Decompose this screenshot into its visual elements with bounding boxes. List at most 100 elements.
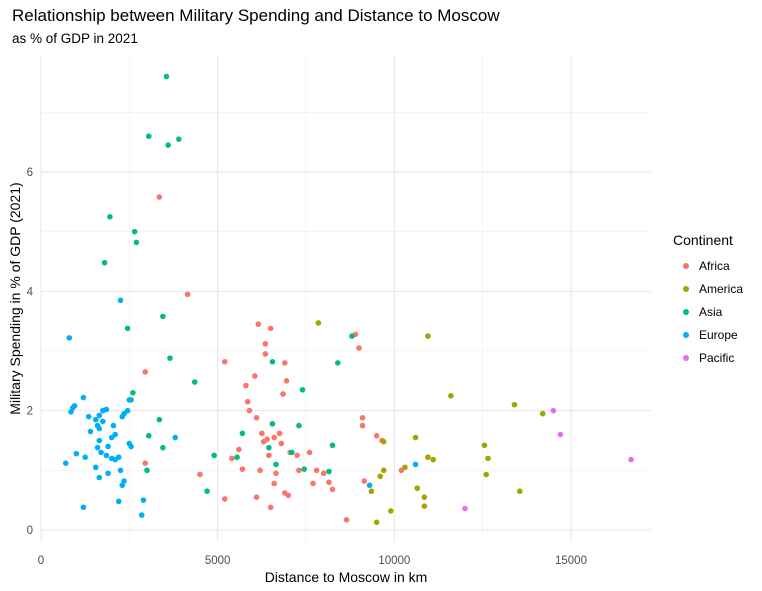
x-tick-label: 10000 (378, 555, 410, 567)
data-point-europe (92, 464, 99, 471)
data-point-asia (349, 333, 355, 339)
data-point-africa (244, 398, 251, 405)
data-point-europe (412, 461, 419, 468)
data-point-africa (273, 470, 279, 477)
data-point-europe (112, 431, 118, 438)
legend-key-asia (683, 308, 689, 315)
data-point-asia (130, 389, 136, 396)
data-point-europe (96, 437, 103, 444)
legend: Continent Africa America Asia Europe Pacific (673, 232, 743, 369)
data-point-europe (71, 403, 78, 409)
legend-item-america: America (673, 277, 743, 300)
data-point-asia (326, 468, 332, 475)
legend-key-pacific (683, 354, 689, 361)
data-point-asia (239, 430, 246, 437)
data-point-europe (100, 418, 106, 425)
data-point-africa (266, 452, 272, 459)
data-point-europe (138, 512, 145, 518)
legend-title: Continent (673, 232, 733, 248)
data-point-africa (276, 430, 283, 437)
data-point-africa (329, 486, 336, 493)
legend-key-africa (683, 262, 689, 269)
data-point-america (402, 464, 408, 471)
data-point-america (516, 488, 523, 495)
data-point-asia (107, 213, 113, 220)
data-point-america (425, 333, 431, 339)
data-point-europe (80, 504, 87, 511)
data-point-america (377, 473, 384, 480)
data-point-africa (262, 341, 269, 347)
data-point-africa (264, 436, 270, 443)
data-point-asia (296, 422, 302, 429)
data-point-europe (105, 443, 111, 450)
legend-key-europe (683, 331, 689, 338)
legend-items: Africa America Asia Europe Pacific (673, 254, 743, 369)
data-point-asia (156, 416, 163, 423)
data-point-europe (96, 412, 103, 419)
data-point-europe (98, 449, 104, 456)
legend-label-europe: Europe (699, 327, 738, 342)
data-point-africa (239, 466, 246, 472)
legend-label-africa: Africa (699, 258, 730, 273)
data-point-africa (282, 360, 288, 366)
data-point-europe (92, 416, 99, 423)
y-axis-title: Military Spending in % of GDP (2021) (7, 182, 23, 414)
data-point-europe (85, 413, 92, 420)
data-point-africa (253, 494, 260, 500)
data-point-africa (283, 378, 290, 384)
y-tick-label: 6 (27, 167, 33, 179)
legend-label-pacific: Pacific (699, 350, 735, 365)
data-point-asia (329, 442, 336, 449)
data-point-asia (335, 360, 341, 366)
data-point-africa (251, 373, 258, 379)
legend-key-america (683, 285, 689, 292)
legend-label-asia: Asia (699, 304, 723, 319)
data-point-asia (144, 467, 150, 474)
data-point-africa (221, 496, 228, 502)
data-point-asia (165, 142, 171, 148)
data-point-africa (359, 415, 366, 421)
data-point-africa (197, 471, 203, 478)
data-point-africa (267, 504, 274, 511)
data-point-asia (124, 325, 131, 332)
data-point-asia (167, 355, 173, 361)
data-point-america (481, 442, 488, 449)
y-tick-label: 4 (27, 286, 34, 298)
data-point-europe (119, 482, 126, 489)
data-point-pacific (628, 456, 634, 463)
data-point-america (539, 410, 546, 417)
data-point-africa (296, 467, 302, 474)
data-point-asia (211, 452, 217, 459)
data-point-america (483, 471, 490, 478)
data-point-asia (269, 358, 276, 365)
data-point-africa (243, 382, 249, 389)
data-point-asia (299, 386, 306, 393)
data-point-asia (176, 136, 182, 142)
data-point-america (315, 320, 322, 326)
data-point-europe (62, 460, 69, 466)
data-point-europe (94, 444, 101, 451)
data-point-africa (285, 492, 292, 499)
data-point-africa (294, 452, 300, 459)
data-point-africa (156, 194, 163, 200)
data-point-america (414, 485, 421, 492)
data-point-america (373, 519, 380, 526)
data-point-africa (306, 449, 313, 456)
data-point-europe (73, 450, 80, 457)
data-point-asia (234, 454, 240, 461)
data-point-africa (271, 480, 278, 487)
data-point-asia (145, 432, 152, 439)
data-point-asia (269, 420, 276, 427)
data-point-europe (82, 454, 88, 461)
data-point-africa (356, 345, 362, 351)
data-point-africa (142, 460, 149, 466)
data-point-asia (289, 449, 295, 456)
data-point-africa (343, 517, 350, 523)
data-point-europe (121, 478, 127, 484)
data-point-asia (301, 466, 308, 472)
data-point-africa (320, 470, 327, 477)
chart-title: Relationship between Military Spending a… (12, 6, 500, 25)
data-point-america (388, 508, 394, 514)
data-point-asia (133, 239, 140, 246)
